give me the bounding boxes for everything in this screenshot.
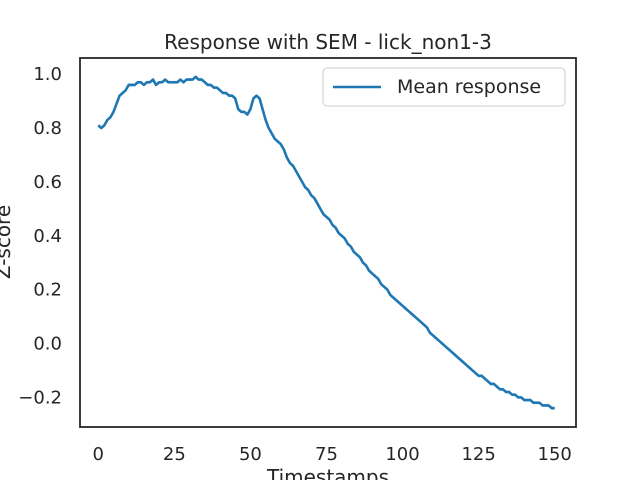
chart-title: Response with SEM - lick_non1-3 xyxy=(164,30,492,54)
y-axis-label: Z-score xyxy=(0,205,15,279)
legend-label: Mean response xyxy=(397,76,541,98)
y-tick-label: 0.2 xyxy=(33,280,62,301)
y-tick-label: −0.2 xyxy=(18,387,62,408)
y-tick-label: 0.6 xyxy=(33,172,62,193)
plot-frame xyxy=(79,57,577,428)
x-tick-label: 25 xyxy=(163,444,186,465)
y-tick-label: 1.0 xyxy=(33,64,62,85)
series-line-0 xyxy=(97,75,555,410)
x-tick-label: 0 xyxy=(93,444,104,465)
y-tick-label: 0.0 xyxy=(33,334,62,355)
x-tick-label: 100 xyxy=(385,444,419,465)
y-tick-label: 0.8 xyxy=(33,118,62,139)
x-tick-label: 50 xyxy=(239,444,262,465)
x-tick-label: 150 xyxy=(538,444,572,465)
legend: Mean response xyxy=(322,67,566,107)
x-tick-label: 75 xyxy=(315,444,338,465)
legend-box xyxy=(322,67,566,107)
y-tick-label: 0.4 xyxy=(33,226,62,247)
axis-ticks: 0 25 50 75 100 125 150 −0.2 0.0 0.2 0.4 0.6 0.8 1.0 xyxy=(18,64,572,465)
x-axis-label: Timestamps xyxy=(266,465,389,480)
plot-area xyxy=(97,75,555,410)
x-tick-label: 125 xyxy=(461,444,495,465)
